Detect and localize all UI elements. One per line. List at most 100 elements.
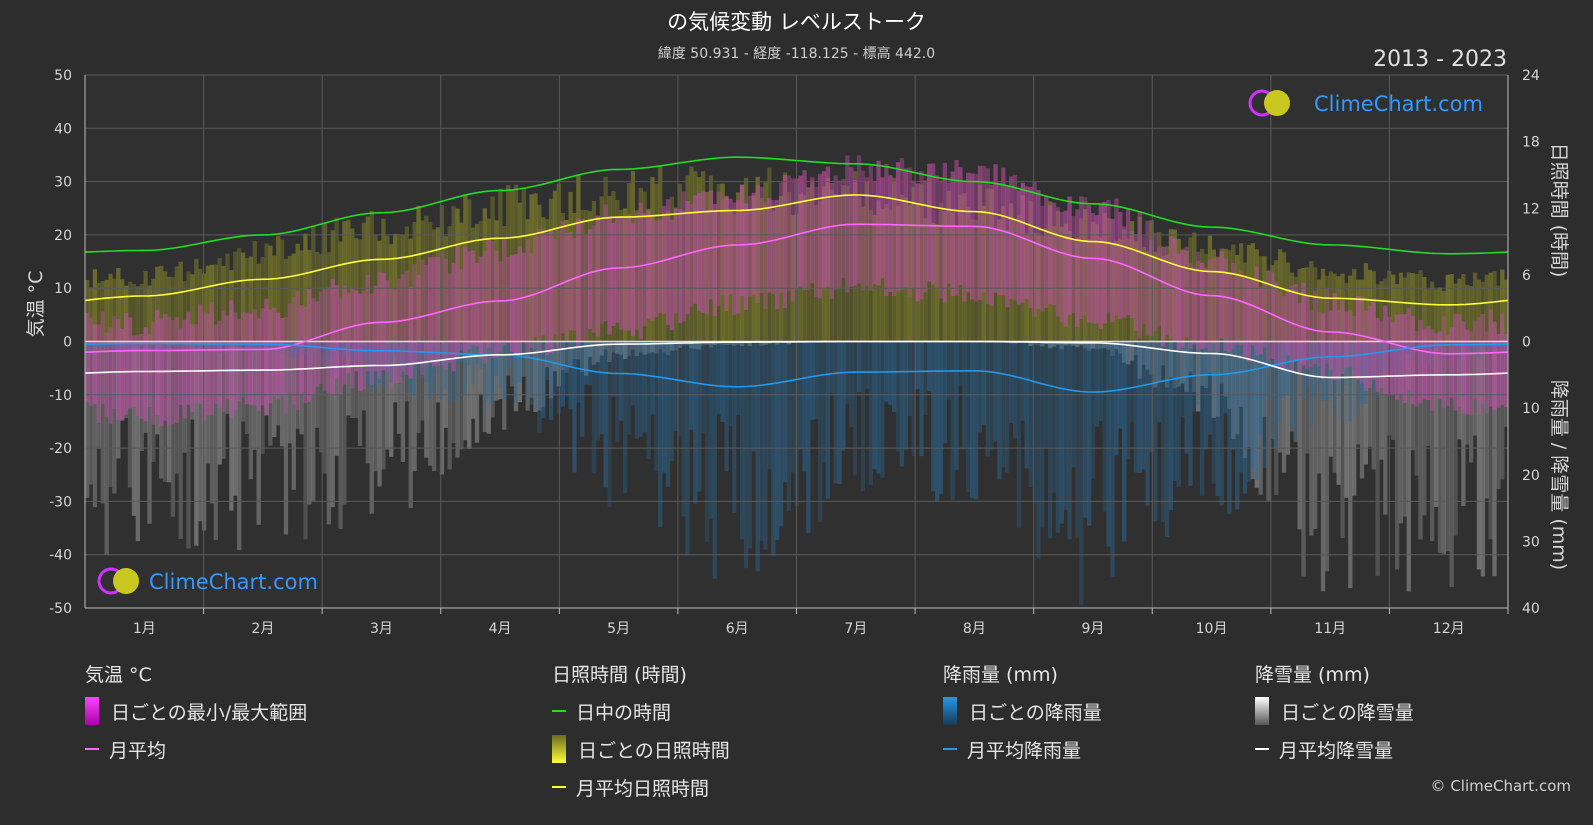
rain-daily-bar xyxy=(1188,341,1193,486)
rain-daily-bar xyxy=(96,341,101,351)
temp-range-bar xyxy=(1028,186,1033,308)
rain-daily-bar xyxy=(1040,341,1045,528)
logo-top[interactable]: ClimeChart.com xyxy=(1248,89,1483,117)
snow-daily-bar xyxy=(1328,341,1333,457)
temp-range-bar xyxy=(385,280,390,372)
snow-daily-bar xyxy=(1305,341,1310,454)
temp-range-bar xyxy=(182,319,187,419)
snow-daily-bar xyxy=(396,341,402,434)
sunshine-daily-bar xyxy=(1391,274,1396,342)
rain-daily-bar xyxy=(1024,341,1029,469)
rain-daily-bar xyxy=(1359,341,1365,404)
rain-daily-bar xyxy=(1071,341,1076,468)
temp-range-bar xyxy=(927,163,932,282)
sunshine-daily-bar xyxy=(1320,268,1326,342)
temp-range-bar xyxy=(307,288,312,402)
snow-daily-bar xyxy=(537,341,542,411)
y-right-top-tick-label: 18 xyxy=(1522,135,1540,151)
logo-bottom[interactable]: ClimeChart.com xyxy=(97,567,318,595)
legend-temp-range-label: 日ごとの最小/最大範囲 xyxy=(111,701,308,724)
rain-daily-bar xyxy=(174,341,179,351)
rain-daily-bar xyxy=(977,341,983,433)
rain-daily-bar xyxy=(1211,341,1217,484)
temp-range-swatch xyxy=(85,697,99,725)
snow-daily-bar xyxy=(1141,341,1146,365)
temp-range-bar xyxy=(1086,204,1092,323)
temp-range-bar xyxy=(404,270,409,376)
temp-range-bar xyxy=(864,177,870,286)
sunshine-daily-bar xyxy=(849,195,854,342)
snow-daily-bar xyxy=(1332,341,1337,473)
rain-daily-bar xyxy=(1114,341,1119,456)
sunshine-daily-bar xyxy=(439,205,445,342)
sunshine-daily-bar xyxy=(1336,276,1341,342)
sunshine-daily-bar xyxy=(1426,289,1431,342)
temp-range-bar xyxy=(700,191,706,314)
sunshine-daily-bar xyxy=(1480,281,1486,342)
rain-daily-bar xyxy=(817,341,823,522)
rain-daily-bar xyxy=(1219,341,1224,506)
temp-range-bar xyxy=(1168,236,1174,339)
snow-daily-bar xyxy=(599,341,604,356)
rain-daily-bar xyxy=(763,341,768,550)
rain-daily-bar xyxy=(1457,341,1462,360)
rain-daily-bar xyxy=(654,341,659,472)
sunshine-daily-bar xyxy=(131,283,137,342)
temp-range-bar xyxy=(256,318,261,411)
sunshine-daily-bar xyxy=(1324,275,1330,342)
snow-daily-bar xyxy=(1433,341,1439,507)
rain-daily-bar xyxy=(934,341,940,502)
snow-daily-bar xyxy=(1075,341,1080,348)
temp-range-bar xyxy=(806,187,811,290)
temp-range-bar xyxy=(213,324,218,404)
temp-range-bar xyxy=(775,199,780,310)
snow-daily-bar xyxy=(1067,341,1072,346)
temp-range-bar xyxy=(747,195,753,297)
rain-daily-bar xyxy=(564,341,569,397)
rain-daily-bar xyxy=(1110,341,1115,577)
sunshine-daily-bar xyxy=(1157,232,1162,342)
rain-daily-bar xyxy=(1067,341,1072,540)
snow-daily-bar xyxy=(615,341,620,354)
rain-daily-bar xyxy=(525,341,530,398)
rain-daily-bar xyxy=(1149,341,1154,453)
rain-daily-bar xyxy=(587,341,593,386)
snow-daily-bar xyxy=(229,341,234,511)
temp-range-bar xyxy=(607,216,612,335)
snow-daily-bar xyxy=(712,341,717,346)
x-tick-label: 10月 xyxy=(1196,621,1228,637)
snow-daily-bar xyxy=(634,341,640,357)
snow-daily-bar xyxy=(529,341,534,398)
sunshine-daily-bar xyxy=(1203,253,1209,342)
sunshine-daily-bar xyxy=(1469,286,1474,342)
snow-daily-bar xyxy=(439,341,445,475)
y-right-bottom-tick-label: 30 xyxy=(1522,534,1540,550)
snow-daily-bar xyxy=(1461,341,1466,506)
sunshine-daily-bar xyxy=(1164,246,1170,342)
temp-range-bar xyxy=(564,232,569,340)
temp-range-bar xyxy=(1301,283,1306,366)
snow-daily-bar xyxy=(747,341,753,347)
temp-range-bar xyxy=(361,290,367,390)
temp-range-bar xyxy=(100,311,105,405)
temp-range-bar xyxy=(240,311,246,398)
sunshine-daily-bar xyxy=(704,191,710,342)
snow-daily-bar xyxy=(591,341,597,365)
temp-range-bar xyxy=(619,217,624,330)
sunshine-daily-bar xyxy=(1184,250,1189,342)
snow-daily-bar xyxy=(424,341,429,458)
temp-range-bar xyxy=(1032,181,1037,317)
sunshine-daily-bar xyxy=(584,209,589,342)
snow-daily-bar xyxy=(1012,341,1018,345)
snow-daily-bar xyxy=(1110,341,1115,356)
rain-daily-bar xyxy=(938,341,944,494)
sunshine-daily-bar xyxy=(1235,254,1240,342)
rain-daily-bar xyxy=(365,341,370,385)
y-left-tick-label: 50 xyxy=(54,68,72,84)
snow-daily-bar xyxy=(365,341,370,464)
sunshine-daily-bar xyxy=(911,187,916,342)
rain-daily-bar xyxy=(849,341,854,428)
temp-range-bar xyxy=(1313,290,1318,365)
temp-range-bar xyxy=(198,304,203,405)
snow-daily-bar xyxy=(1196,341,1201,412)
